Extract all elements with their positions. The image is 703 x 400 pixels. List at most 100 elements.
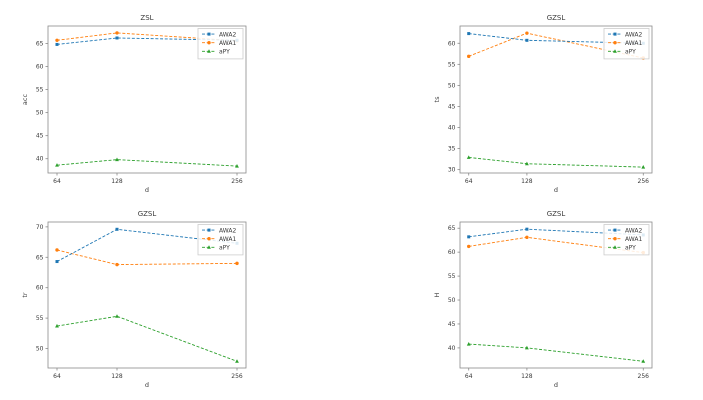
x-tick-label: 64: [53, 373, 61, 380]
legend-label: AWA2: [625, 227, 642, 234]
x-tick-label: 256: [638, 373, 650, 380]
x-tick-label: 256: [231, 178, 243, 185]
y-tick-label: 50: [36, 346, 44, 353]
square-marker: [613, 32, 617, 36]
series-line-aPY: [56, 315, 238, 362]
triangle-marker: [613, 49, 617, 53]
circle-marker: [55, 248, 59, 252]
y-tick-label: 45: [36, 133, 44, 140]
legend-label: AWA2: [219, 227, 236, 234]
legend: AWA2 AWA1 aPY: [197, 28, 244, 60]
circle-marker: [115, 31, 119, 35]
triangle-marker: [235, 359, 239, 363]
y-tick-label: 60: [448, 40, 456, 47]
square-marker: [613, 228, 617, 232]
x-tick-label: 128: [521, 178, 533, 185]
y-tick-label: 45: [448, 321, 456, 328]
triangle-marker: [115, 157, 119, 162]
circle-marker: [207, 237, 211, 241]
x-tick-label: 256: [638, 178, 650, 185]
square-marker: [525, 38, 529, 42]
y-axis-label: acc: [21, 94, 29, 106]
y-tick-label: 50: [448, 297, 456, 304]
legend-label: AWA1: [625, 236, 642, 243]
triangle-marker: [525, 161, 529, 166]
x-axis: 64 128 256: [465, 173, 649, 185]
legend-label: AWA1: [219, 40, 236, 47]
y-tick-label: 60: [448, 249, 456, 256]
circle-marker: [207, 41, 211, 45]
x-axis-label: d: [554, 381, 558, 389]
y-tick-label: 55: [36, 87, 44, 94]
x-axis: 64 128 256: [53, 173, 243, 185]
circle-marker: [613, 237, 617, 241]
y-tick-label: 40: [448, 345, 456, 352]
legend-label: AWA1: [625, 40, 642, 47]
square-marker: [55, 260, 59, 264]
y-tick-label: 70: [36, 224, 44, 231]
x-tick-label: 128: [521, 373, 533, 380]
triangle-marker: [641, 359, 646, 363]
chart-title: GZSL: [138, 210, 157, 218]
legend-box: [603, 28, 650, 60]
y-tick-label: 60: [36, 64, 44, 71]
x-axis: 64 128 256: [53, 368, 243, 380]
y-tick-label: 55: [448, 273, 456, 280]
x-tick-label: 64: [465, 178, 473, 185]
circle-marker: [467, 244, 471, 249]
x-tick-label: 128: [111, 178, 123, 185]
triangle-marker: [466, 341, 471, 346]
triangle-marker: [55, 323, 59, 328]
y-axis: 30 35 40 45 50 55 60: [448, 40, 460, 174]
y-tick-label: 60: [36, 285, 44, 292]
circle-marker: [55, 38, 59, 42]
y-axis: 40 45 50 55 60 65: [448, 225, 460, 352]
circle-marker: [115, 262, 119, 267]
triangle-marker: [235, 163, 239, 168]
chart-title: GZSL: [547, 14, 566, 22]
triangle-marker: [115, 314, 119, 318]
series-aPY: [466, 341, 646, 363]
square-marker: [467, 235, 471, 239]
y-tick-label: 65: [36, 41, 44, 48]
legend-label: AWA2: [625, 31, 642, 38]
axes-spines: [459, 221, 653, 369]
legend-label: aPY: [625, 245, 636, 252]
square-marker: [115, 36, 119, 40]
y-axis-label: tr: [21, 292, 29, 298]
y-axis: 50 55 60 65 70: [36, 224, 48, 353]
axes-spines: [47, 221, 247, 369]
square-marker: [467, 32, 471, 36]
y-tick-label: 40: [36, 156, 44, 163]
triangle-marker: [207, 245, 211, 249]
series-aPY: [55, 157, 239, 168]
subplot-gzsl-ts: GZSL 30 35 40 45 50 55 60 64 128 256 d ts AWA2 AWA1 aPY: [433, 14, 653, 194]
y-tick-label: 55: [448, 61, 456, 68]
x-axis-label: d: [145, 381, 149, 389]
y-tick-label: 65: [36, 254, 44, 261]
legend-label: aPY: [219, 49, 230, 56]
x-axis: 64 128 256: [465, 368, 649, 380]
circle-marker: [525, 235, 529, 240]
y-axis: 40 45 50 55 60 65: [36, 41, 48, 163]
square-marker: [207, 228, 211, 232]
series-AWA1: [55, 248, 239, 267]
legend: AWA2 AWA1 aPY: [197, 224, 244, 256]
series-aPY: [55, 314, 239, 363]
subplot-zsl-acc: ZSL 40 45 50 55 60 65 64 128 256 d acc AWA2 AWA1 aPY: [21, 14, 247, 194]
legend-label: AWA2: [219, 31, 236, 38]
subplot-gzsl-tr: GZSL 50 55 60 65 70 64 128 256 d tr AWA2 AWA1 aPY: [21, 210, 247, 389]
square-marker: [55, 42, 59, 46]
legend-label: aPY: [219, 245, 230, 252]
x-tick-label: 256: [231, 373, 243, 380]
series-line-AWA2: [56, 37, 238, 45]
y-tick-label: 50: [36, 110, 44, 117]
y-tick-label: 65: [448, 225, 456, 232]
chart-title: ZSL: [140, 14, 153, 22]
legend: AWA2 AWA1 aPY: [603, 28, 650, 60]
x-axis-label: d: [145, 186, 149, 194]
series-line-aPY: [56, 159, 238, 167]
triangle-marker: [207, 49, 211, 53]
